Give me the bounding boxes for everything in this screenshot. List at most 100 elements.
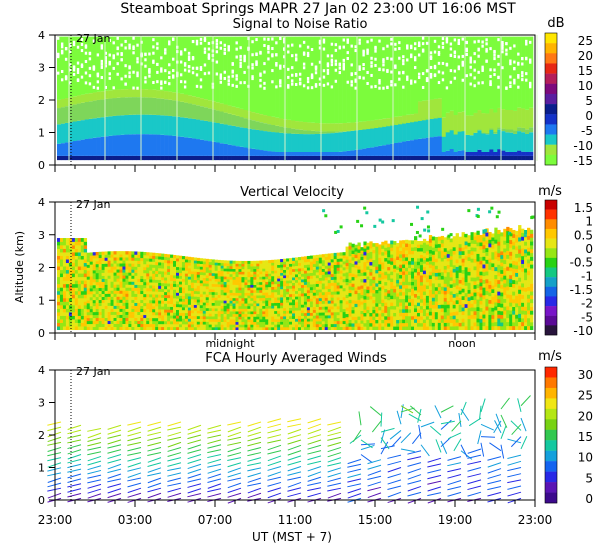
snr-cell [330, 131, 335, 134]
velocity-cell [170, 286, 174, 290]
velocity-cell [101, 293, 105, 297]
velocity-cell [80, 305, 85, 309]
velocity-cell [155, 303, 159, 307]
snr-gap [179, 52, 183, 56]
snr-gap [421, 48, 425, 52]
velocity-cell [330, 320, 334, 325]
velocity-cell [265, 270, 269, 274]
snr-cell [263, 123, 268, 132]
snr-cell [481, 152, 486, 156]
velocity-cell [348, 289, 352, 294]
snr-gap [406, 77, 409, 81]
velocity-cell [89, 291, 93, 295]
velocity-cell [324, 300, 329, 304]
velocity-cell [381, 295, 385, 300]
velocity-cell [158, 303, 162, 307]
velocity-cell [193, 315, 198, 319]
velocity-cell [128, 320, 132, 324]
velocity-cell [208, 318, 212, 322]
velocity-cell [431, 261, 436, 266]
velocity-cell [116, 305, 120, 309]
snr-cell [259, 114, 264, 123]
velocity-cell [387, 323, 391, 327]
velocity-cell [378, 300, 382, 304]
velocity-cell [428, 235, 433, 239]
snr-gap [243, 57, 246, 61]
velocity-cell [315, 312, 320, 316]
velocity-cell [333, 264, 337, 268]
velocity-cell [152, 285, 156, 289]
velocity-cell [351, 286, 355, 291]
velocity-cell [65, 262, 70, 267]
velocity-cell [74, 276, 79, 281]
velocity-cell [140, 317, 144, 322]
snr-gap [306, 54, 310, 58]
snr-cell [116, 115, 121, 136]
velocity-cell [238, 319, 242, 323]
velocity-cell [71, 273, 76, 278]
velocity-cell [309, 275, 314, 279]
velocity-cell [399, 243, 403, 248]
velocity-cell [446, 271, 450, 276]
velocity-cell [443, 251, 448, 256]
velocity-cell [238, 295, 242, 299]
velocity-cell [315, 323, 320, 328]
snr-cell [108, 155, 113, 161]
velocity-cell [250, 260, 254, 264]
snr-cell [207, 155, 212, 161]
velocity-cell [86, 261, 91, 265]
velocity-cell [411, 305, 415, 310]
velocity-cell [428, 260, 433, 265]
velocity-cell [366, 279, 370, 284]
velocity-cell [134, 308, 138, 312]
velocity-cell [378, 267, 382, 271]
velocity-cell [297, 324, 302, 328]
snr-cell [406, 155, 411, 161]
velocity-cell [372, 313, 376, 317]
velocity-cell [449, 326, 453, 331]
velocity-cell [289, 280, 293, 284]
velocity-cell [89, 302, 93, 307]
velocity-cell [86, 294, 91, 298]
velocity-cell [199, 291, 204, 295]
velocity-cell [283, 294, 287, 298]
velocity-cell [315, 306, 320, 310]
velocity-cell [155, 264, 159, 269]
velocity-cell [253, 313, 257, 317]
velocity-cell [396, 323, 400, 327]
velocity-cell [211, 302, 215, 306]
snr-cell [183, 102, 189, 118]
velocity-cell [229, 303, 233, 307]
velocity-cell [137, 320, 141, 325]
velocity-cell [199, 282, 204, 287]
snr-gap [172, 69, 175, 73]
snr-cell [203, 107, 209, 121]
velocity-cell [271, 324, 275, 328]
velocity-cell [268, 308, 272, 312]
velocity-cell [422, 280, 427, 285]
velocity-cell [256, 273, 260, 277]
snr-cell [326, 123, 331, 132]
velocity-cell [321, 286, 326, 290]
velocity-cell [232, 305, 236, 309]
velocity-cell [220, 294, 224, 298]
snr-gap [235, 77, 238, 81]
velocity-cell [315, 272, 320, 276]
velocity-cell [363, 309, 367, 314]
snr-cell [275, 36, 280, 118]
velocity-cell [422, 249, 427, 254]
velocity-cell [431, 250, 436, 255]
velocity-cell [223, 303, 227, 306]
snr-gap [80, 75, 84, 79]
velocity-cell [113, 323, 117, 328]
snr-gap [350, 73, 353, 77]
velocity-cell [443, 237, 448, 242]
velocity-cell [425, 244, 430, 248]
velocity-cell [74, 245, 79, 249]
snr-cell [136, 134, 141, 156]
velocity-cell [327, 274, 331, 278]
velocity-cell [292, 318, 296, 322]
velocity-cell [140, 278, 144, 283]
snr-cell [96, 117, 101, 138]
snr-gap [382, 47, 385, 51]
